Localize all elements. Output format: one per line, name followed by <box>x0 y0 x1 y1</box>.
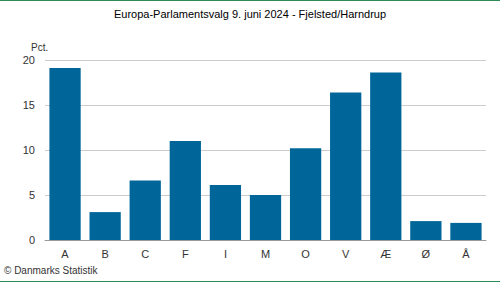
svg-text:A: A <box>61 248 69 260</box>
svg-text:Ø: Ø <box>422 248 431 260</box>
svg-text:15: 15 <box>23 99 35 111</box>
svg-text:© Danmarks Statistik: © Danmarks Statistik <box>4 265 99 276</box>
svg-text:Europa-Parlamentsvalg 9. juni: Europa-Parlamentsvalg 9. juni 2024 - Fje… <box>114 8 386 20</box>
svg-text:5: 5 <box>29 189 35 201</box>
svg-text:Å: Å <box>462 248 470 260</box>
svg-text:I: I <box>224 248 227 260</box>
svg-text:Æ: Æ <box>380 248 391 260</box>
svg-text:M: M <box>261 248 270 260</box>
svg-text:O: O <box>301 248 310 260</box>
svg-text:V: V <box>342 248 350 260</box>
svg-text:C: C <box>141 248 149 260</box>
svg-text:B: B <box>101 248 108 260</box>
svg-text:10: 10 <box>23 144 35 156</box>
svg-text:20: 20 <box>23 54 35 66</box>
svg-text:0: 0 <box>29 234 35 246</box>
svg-text:Pct.: Pct. <box>31 42 48 53</box>
svg-text:F: F <box>182 248 189 260</box>
